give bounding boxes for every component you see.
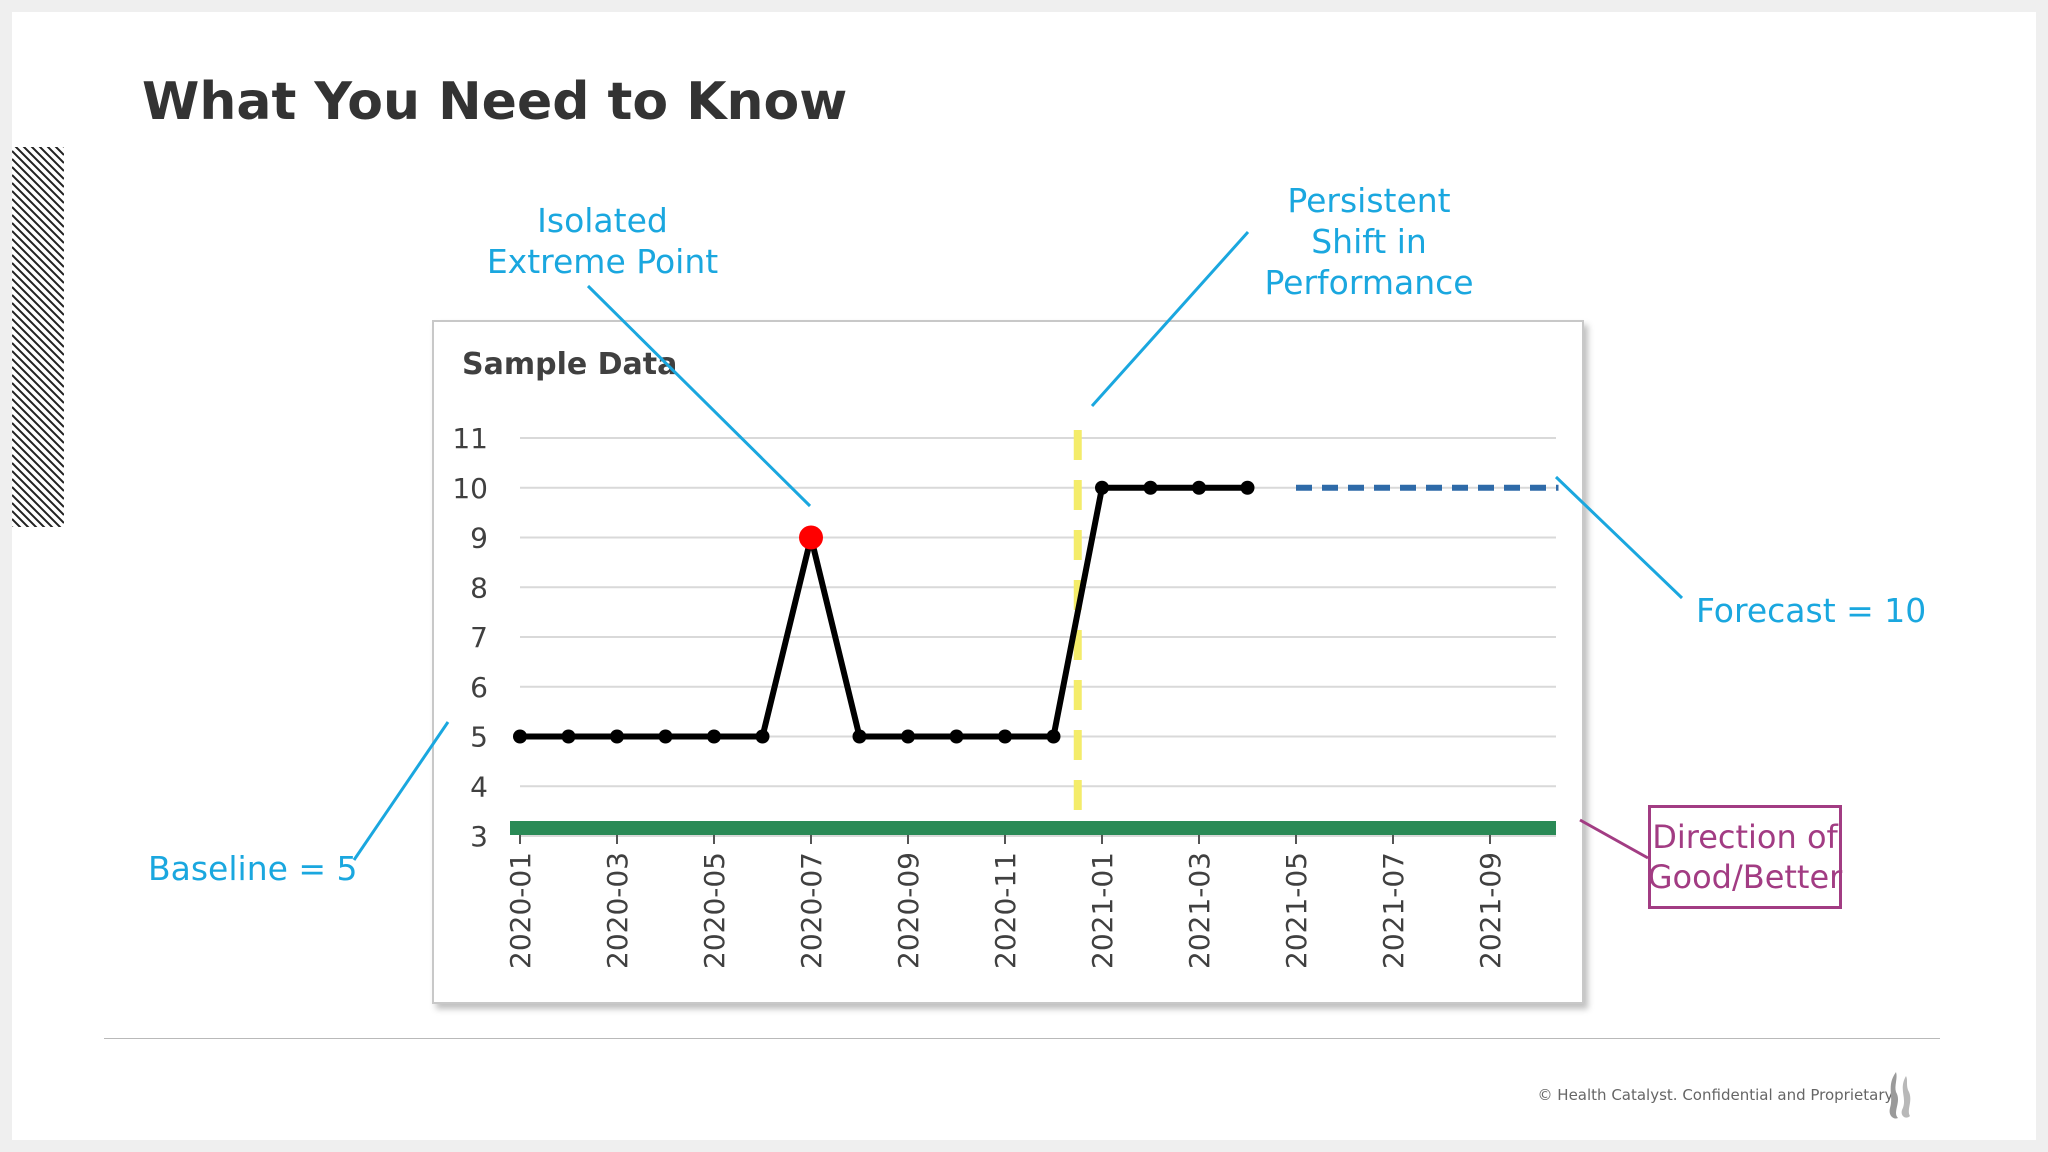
baseline-callout: Baseline = 5 xyxy=(148,849,358,888)
direction-of-good-box: Direction of Good/Better xyxy=(1648,805,1842,909)
data-point xyxy=(610,729,624,744)
data-point xyxy=(901,729,915,744)
page-title: What You Need to Know xyxy=(142,72,848,132)
x-tick-label: 2020-11 xyxy=(989,852,1022,969)
isolated-extreme-point-callout: Isolated Extreme Point xyxy=(486,201,719,281)
slide: What You Need to Know Isolated Extreme P… xyxy=(12,12,2036,1140)
chart-frame: Sample Data 3 4 5 6 7 8 9 10 11 2020-01 2020-03 2020… xyxy=(432,320,1584,1004)
data-point xyxy=(1143,480,1158,495)
x-tick-label: 2020-05 xyxy=(698,852,731,969)
data-point xyxy=(852,729,867,744)
annotation-connectors xyxy=(352,230,1684,861)
x-tick-label: 2021-09 xyxy=(1474,852,1507,969)
y-tick-label: 3 xyxy=(470,820,488,853)
x-tick-label: 2020-07 xyxy=(795,852,828,969)
outlier-point xyxy=(799,525,823,550)
data-point xyxy=(513,729,527,744)
data-point xyxy=(658,729,673,744)
y-tick-label: 8 xyxy=(470,571,488,604)
data-point xyxy=(998,729,1012,744)
x-tick-label: 2020-03 xyxy=(601,852,634,969)
footer-divider xyxy=(104,1038,1940,1039)
shift-connector-line xyxy=(1090,230,1250,408)
x-tick-label: 2021-03 xyxy=(1183,852,1216,969)
x-tick-label: 2021-01 xyxy=(1086,852,1119,969)
x-tick-label: 2021-05 xyxy=(1280,852,1313,969)
y-tick-label: 5 xyxy=(470,721,488,754)
actual-series-line xyxy=(520,484,1248,740)
y-tick-label: 4 xyxy=(470,770,488,803)
direction-connector-line xyxy=(1579,818,1649,860)
direction-of-good-bar xyxy=(510,821,1556,835)
isolated-connector-line xyxy=(586,284,812,508)
x-tick-label: 2021-07 xyxy=(1377,852,1410,969)
y-tick-label: 9 xyxy=(470,522,488,555)
data-point xyxy=(949,729,964,744)
data-point xyxy=(561,729,576,744)
decorative-stripes xyxy=(12,147,64,527)
y-tick-label: 10 xyxy=(452,472,488,505)
y-tick-label: 6 xyxy=(470,671,488,704)
x-tick-label: 2020-01 xyxy=(504,852,537,969)
data-point xyxy=(707,729,721,744)
footer-copyright: © Health Catalyst. Confidential and Prop… xyxy=(1537,1086,1896,1104)
forecast-callout: Forecast = 10 xyxy=(1696,591,1927,630)
y-tick-label: 7 xyxy=(470,621,488,654)
x-tick-label: 2020-09 xyxy=(892,852,925,969)
data-point xyxy=(755,729,770,744)
data-point xyxy=(1192,480,1206,495)
persistent-shift-callout: Persistent Shift in Performance xyxy=(1264,181,1474,302)
data-point xyxy=(1095,480,1109,495)
flame-logo-icon xyxy=(1889,1072,1911,1119)
data-point xyxy=(1046,729,1061,744)
data-point xyxy=(1240,480,1255,495)
y-tick-label: 11 xyxy=(452,422,488,455)
forecast-connector-line xyxy=(1554,475,1684,600)
chart-title: Sample Data xyxy=(462,347,677,382)
baseline-connector-line xyxy=(352,721,450,861)
line-chart: Sample Data 3 4 5 6 7 8 9 10 11 2020-01 2020-03 2020… xyxy=(452,347,1559,969)
